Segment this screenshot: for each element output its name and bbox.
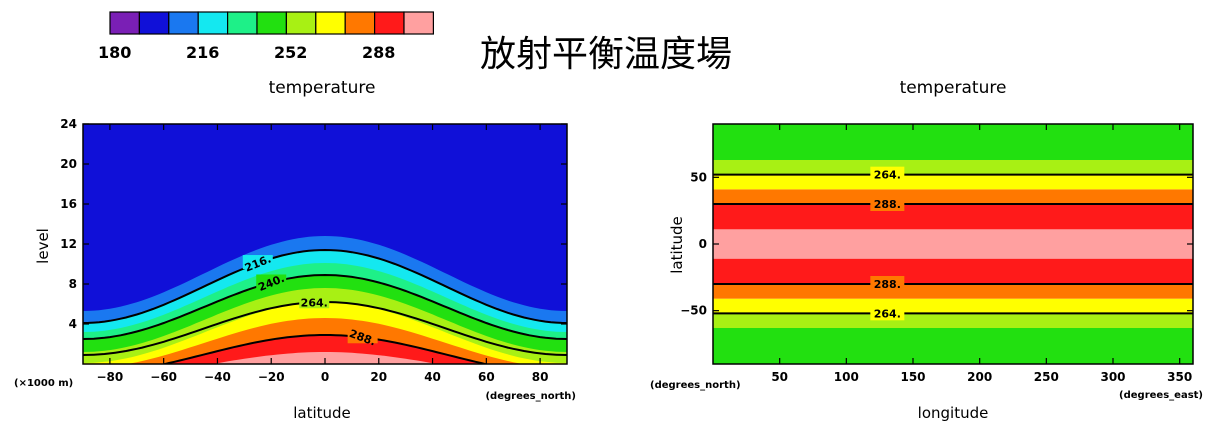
left-x-tick-label: −40 bbox=[204, 370, 231, 384]
colorbar-tick-label: 252 bbox=[274, 43, 307, 62]
left-contour-line bbox=[160, 334, 490, 364]
left-x-tick-label: −60 bbox=[150, 370, 177, 384]
left-contour-line bbox=[83, 273, 567, 340]
colorbar-swatch bbox=[315, 11, 346, 35]
right-y-tick-label: 0 bbox=[699, 237, 707, 251]
left-x-tick-label: −80 bbox=[97, 370, 124, 384]
colorbar: 180 216 252 288 bbox=[98, 11, 434, 62]
colorbar-swatch bbox=[285, 11, 317, 35]
right-contour-label-bg bbox=[870, 196, 905, 211]
left-contour-label: 264. bbox=[301, 296, 328, 309]
right-x-tick-label: 300 bbox=[1100, 370, 1125, 384]
right-temperature-band bbox=[713, 124, 1193, 160]
right-temperature-band bbox=[713, 298, 1193, 314]
colorbar-tick-label: 180 bbox=[98, 43, 131, 62]
left-contour-label-bg bbox=[242, 255, 273, 270]
right-y-axis-label: latitude bbox=[668, 216, 686, 274]
colorbar-swatch bbox=[109, 11, 140, 35]
colorbar-swatch bbox=[374, 11, 405, 35]
left-y-tick-label: 24 bbox=[60, 117, 77, 131]
right-contour-label: 288. bbox=[874, 198, 901, 211]
left-chart-plot: 216.240.264.288.−80 −60 −40 −20 0 20 40 60 80481… bbox=[60, 117, 568, 384]
right-x-tick-label: 250 bbox=[1034, 370, 1059, 384]
left-temperature-band bbox=[164, 335, 486, 364]
right-contour-label-bg bbox=[870, 276, 905, 291]
right-x-tick-label: 100 bbox=[834, 370, 859, 384]
right-temperature-band bbox=[713, 229, 1193, 259]
right-temperature-band bbox=[713, 313, 1193, 328]
colorbar-tick-label: 216 bbox=[186, 43, 219, 62]
colorbar-swatch bbox=[197, 11, 229, 35]
left-y-tick-label: 16 bbox=[60, 197, 77, 211]
left-x-tick-label: 0 bbox=[321, 370, 329, 384]
left-y-tick-label: 12 bbox=[60, 237, 77, 251]
left-x-tick-label: 60 bbox=[478, 370, 495, 384]
right-contour-label-bg bbox=[870, 305, 905, 321]
right-contour-label-bg bbox=[870, 166, 905, 182]
right-temperature-band bbox=[713, 174, 1193, 190]
right-y-units: (degrees_north) bbox=[650, 380, 741, 391]
colorbar-swatch bbox=[256, 11, 287, 35]
right-temperature-band bbox=[713, 328, 1193, 364]
right-contour-label: 264. bbox=[874, 169, 901, 182]
left-x-tick-label: 80 bbox=[532, 370, 549, 384]
right-x-tick-label: 150 bbox=[900, 370, 925, 384]
page-heading: 放射平衡温度場 bbox=[480, 34, 732, 75]
left-y-tick-label: 20 bbox=[60, 157, 77, 171]
left-x-tick-label: 40 bbox=[424, 370, 441, 384]
left-contour-line bbox=[83, 248, 567, 324]
left-y-axis-label: level bbox=[34, 228, 52, 264]
colorbar-swatch bbox=[138, 11, 170, 35]
left-x-axis-label: latitude bbox=[293, 404, 351, 422]
colorbar-swatch bbox=[344, 11, 376, 35]
right-x-tick-label: 200 bbox=[967, 370, 992, 384]
right-chart-plot: 264. 288. 288. 264. 50 100 150 200 250 300 350 50 0 −… bbox=[680, 123, 1194, 384]
right-x-tick-label: 50 bbox=[771, 370, 788, 384]
right-temperature-band bbox=[713, 258, 1193, 284]
right-temperature-band bbox=[713, 204, 1193, 230]
right-y-tick-label: 50 bbox=[690, 170, 707, 184]
left-y-tick-label: 4 bbox=[69, 317, 77, 331]
right-temperature-band bbox=[713, 284, 1193, 299]
colorbar-swatch bbox=[168, 11, 199, 35]
right-chart-title: temperature bbox=[900, 78, 1007, 98]
left-chart-title: temperature bbox=[269, 78, 376, 98]
left-y-units: (×1000 m) bbox=[14, 378, 73, 389]
colorbar-tick-label: 288 bbox=[362, 43, 395, 62]
right-contour-label: 288. bbox=[874, 278, 901, 291]
colorbar-swatch bbox=[403, 11, 434, 35]
left-contour-label-bg bbox=[299, 294, 330, 309]
left-x-tick-label: 20 bbox=[370, 370, 387, 384]
right-x-units: (degrees_east) bbox=[1119, 390, 1203, 401]
right-y-tick-label: −50 bbox=[680, 304, 707, 318]
left-y-tick-label: 8 bbox=[69, 277, 77, 291]
left-contour-label-bg bbox=[347, 329, 378, 344]
right-x-tick-label: 350 bbox=[1167, 370, 1192, 384]
left-x-tick-label: −20 bbox=[258, 370, 285, 384]
right-temperature-band bbox=[713, 189, 1193, 204]
right-contour-label: 264. bbox=[874, 307, 901, 320]
left-contour-label-bg bbox=[256, 274, 287, 289]
left-x-units: (degrees_north) bbox=[485, 391, 576, 402]
colorbar-swatch bbox=[227, 11, 258, 35]
right-x-axis-label: longitude bbox=[918, 404, 989, 422]
right-temperature-band bbox=[713, 160, 1193, 175]
